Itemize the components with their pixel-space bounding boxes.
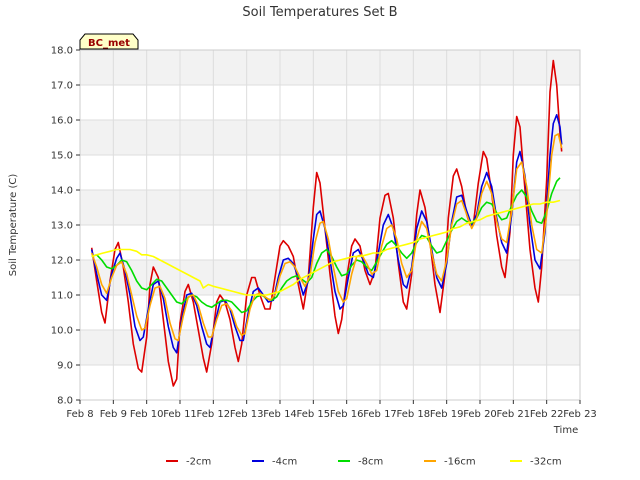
station-label-frame — [79, 33, 139, 50]
x-tick-label: Feb 19 — [430, 409, 464, 420]
plot-band — [80, 330, 580, 365]
y-tick-label: 17.0 — [51, 81, 73, 92]
station-label-box: BC_met — [79, 33, 139, 50]
x-tick-label: Feb 17 — [363, 409, 397, 420]
y-tick-label: 12.0 — [51, 256, 73, 267]
series-lines — [90, 59, 563, 387]
legend-label: -4cm — [272, 457, 297, 468]
x-tick-label: Feb 13 — [230, 409, 264, 420]
chart-title: Soil Temperatures Set B — [242, 5, 397, 20]
x-tick-label: Feb 22 — [530, 409, 564, 420]
plot-band — [80, 120, 580, 155]
legend-label: -16cm — [444, 457, 476, 468]
legend-label: -2cm — [186, 457, 211, 468]
x-tick-label: Feb 11 — [163, 409, 197, 420]
plot-band — [80, 155, 580, 190]
x-tick-label: Feb 16 — [330, 409, 364, 420]
x-tick-label: Feb 12 — [197, 409, 231, 420]
x-tick-label: Feb 15 — [297, 409, 331, 420]
plot-band — [80, 85, 580, 120]
plot-band — [80, 365, 580, 400]
x-tick-label: Feb 8 — [66, 409, 93, 420]
station-label: BC_met — [88, 38, 130, 49]
x-tick-label: Feb 9 — [100, 409, 127, 420]
series-line-32cm — [91, 199, 561, 296]
x-tick-label: Feb 20 — [463, 409, 497, 420]
series-line-4cm — [90, 114, 563, 354]
plot-band — [80, 190, 580, 225]
plot-band — [80, 295, 580, 330]
y-tick-label: 9.0 — [57, 361, 73, 372]
y-tick-label: 10.0 — [51, 326, 73, 337]
y-tick-label: 18.0 — [51, 46, 73, 57]
x-tick-label: Feb 18 — [397, 409, 431, 420]
legend-label: -8cm — [358, 457, 383, 468]
y-axis-ticks: 8.0 9.0 10.0 11.0 12.0 13.0 14.0 15.0 16.0 17.0 18… — [51, 46, 80, 407]
x-tick-label: Feb 14 — [263, 409, 297, 420]
y-tick-label: 15.0 — [51, 151, 73, 162]
y-tick-label: 8.0 — [57, 396, 73, 407]
x-tick-label: Feb 10 — [130, 409, 164, 420]
series-line-16cm — [90, 133, 563, 342]
y-axis-label: Soil Temperature (C) — [8, 174, 19, 277]
x-tick-label: Feb 23 — [563, 409, 597, 420]
y-tick-label: 14.0 — [51, 186, 73, 197]
y-tick-label: 13.0 — [51, 221, 73, 232]
y-tick-label: 16.0 — [51, 116, 73, 127]
x-tick-label: Feb 21 — [497, 409, 531, 420]
y-tick-label: 11.0 — [51, 291, 73, 302]
plot-band — [80, 50, 580, 85]
legend-label: -32cm — [530, 457, 562, 468]
x-axis-ticks: Feb 8 Feb 9 Feb 10 Feb 11 Feb 12 Feb 13 Feb 14… — [66, 400, 597, 420]
x-axis-label: Time — [553, 425, 578, 436]
series-line-8cm — [91, 177, 561, 314]
legend: -2cm -4cm -8cm -16cm -32cm — [166, 457, 562, 468]
